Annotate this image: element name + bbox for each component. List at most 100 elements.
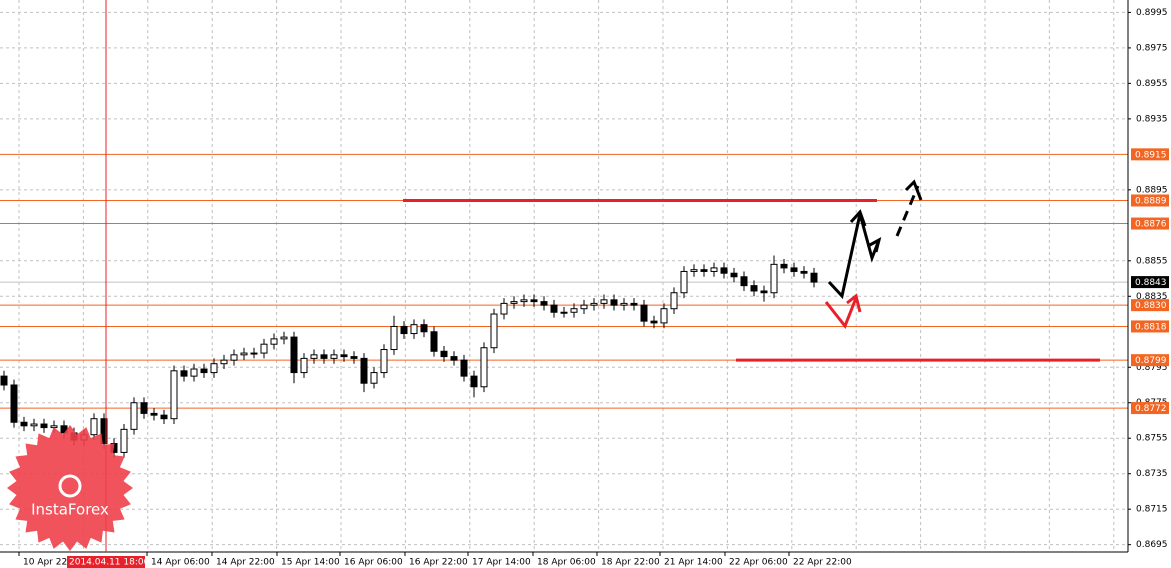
candle-body — [740, 276, 748, 287]
candle-body — [400, 325, 408, 335]
level-label-box — [1131, 299, 1169, 312]
candle-body — [490, 313, 498, 349]
logo-badge — [7, 425, 133, 551]
y-tick-label: 0.8735 — [1136, 469, 1168, 479]
candle-body — [410, 324, 418, 335]
candle-body — [200, 368, 208, 374]
level-label-box — [1131, 148, 1169, 161]
candle-body — [770, 263, 778, 294]
y-tick-label: 0.8935 — [1136, 114, 1168, 124]
candle-body — [550, 304, 558, 313]
candle-body — [540, 301, 548, 306]
candle-body — [270, 338, 278, 345]
candle-body — [430, 331, 438, 352]
candle-body — [190, 368, 198, 377]
cursor-label-box — [67, 556, 145, 568]
candle-body — [680, 270, 688, 294]
candle-body — [500, 302, 508, 315]
arrow-head — [849, 209, 867, 227]
level-label: 0.8830 — [1135, 301, 1167, 311]
level-label: 0.8818 — [1135, 322, 1167, 332]
candle-body — [370, 372, 378, 384]
level-label: 0.8799 — [1135, 356, 1167, 366]
candle-body — [280, 336, 288, 340]
candle-body — [150, 412, 158, 416]
arrow-head — [846, 293, 862, 313]
candle-body — [510, 301, 518, 304]
candle-body — [340, 354, 348, 358]
x-tick-label: 17 Apr 14:00 — [472, 558, 531, 568]
candle-body — [130, 402, 138, 430]
candle-body — [640, 304, 648, 322]
candle-body — [90, 418, 98, 436]
candle-body — [460, 359, 468, 377]
y-tick-label: 0.8835 — [1136, 292, 1168, 302]
level-label: 0.8915 — [1135, 150, 1167, 160]
level-label-box — [1131, 320, 1169, 333]
candle-body — [240, 352, 248, 356]
candle-body — [590, 302, 598, 306]
candle-body — [450, 356, 458, 361]
x-tick-label: 14 Apr 06:00 — [151, 558, 210, 568]
candle-body — [730, 272, 738, 278]
x-tick-label: 22 Apr 22:00 — [793, 558, 852, 568]
candle-body — [180, 370, 188, 377]
y-tick-label: 0.8715 — [1136, 505, 1168, 515]
candle-body — [520, 299, 528, 303]
y-tick-label: 0.8975 — [1136, 43, 1168, 53]
candle-body — [480, 347, 488, 388]
y-tick-label: 0.8995 — [1136, 8, 1168, 18]
candle-body — [20, 421, 28, 427]
y-tick-label: 0.8695 — [1136, 540, 1168, 550]
y-tick-label: 0.8755 — [1136, 434, 1168, 444]
candle-body — [310, 354, 318, 359]
x-tick-label: 16 Apr 22:00 — [409, 558, 468, 568]
x-tick-label: 21 Apr 14:00 — [664, 558, 723, 568]
level-label: 0.8772 — [1135, 404, 1167, 414]
arrow-head — [904, 179, 923, 201]
candle-body — [30, 423, 38, 427]
x-tick-label: 18 Apr 22:00 — [601, 558, 660, 568]
candle-body — [220, 359, 228, 365]
y-tick-label: 0.8855 — [1136, 256, 1168, 266]
candle-body — [800, 270, 808, 274]
candle-body — [390, 325, 398, 351]
candle-body — [750, 285, 758, 292]
candle-body — [140, 402, 148, 414]
candle-body — [700, 269, 708, 272]
candle-body — [210, 363, 218, 374]
forecast-path — [827, 213, 881, 300]
level-label-box — [1131, 194, 1169, 207]
axes — [0, 0, 1129, 553]
candle-body — [570, 308, 578, 313]
candle-body — [10, 384, 18, 423]
x-tick-label: 15 Apr 14:00 — [281, 558, 340, 568]
levels: 0.89150.88890.88760.88300.88180.87990.87… — [0, 148, 1169, 415]
candle-body — [170, 370, 178, 420]
x-tick-label: 16 Apr 06:00 — [344, 558, 403, 568]
candle-body — [620, 302, 628, 306]
grid: 0.8995 0.8975 0.8955 0.8935 0.8895 0.8855 0.88… — [0, 0, 1168, 552]
current-price-label: 0.8843 — [1135, 278, 1167, 288]
x-tick-label: 22 Apr 06:00 — [729, 558, 788, 568]
candle-body — [250, 352, 258, 355]
candle-body — [300, 357, 308, 374]
candle-body — [670, 292, 678, 310]
candle-body — [470, 375, 478, 388]
candle-body — [120, 428, 128, 453]
candle-body — [40, 423, 48, 429]
current-price-box — [1131, 276, 1169, 289]
forecast-path — [824, 297, 858, 329]
candle-body — [660, 308, 668, 324]
x-tick-label: 10 Apr 22:00 — [23, 558, 82, 568]
candle-body — [810, 272, 818, 283]
logo-text: InstaForex — [31, 501, 109, 519]
candle-body — [580, 304, 588, 310]
candle-body — [290, 336, 298, 374]
y-tick-label: 0.8955 — [1136, 79, 1168, 89]
candle-body — [420, 324, 428, 333]
candle-body — [760, 290, 768, 294]
candle-body — [780, 263, 788, 269]
